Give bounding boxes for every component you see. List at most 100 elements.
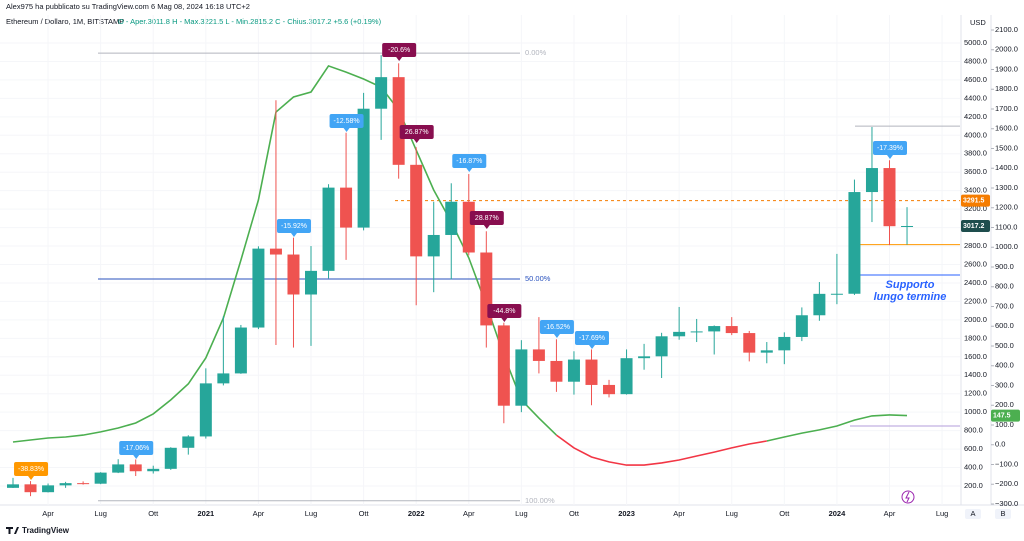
brand: TradingView [22,526,70,535]
last-price-label: 3017.2 [963,223,985,230]
x-tick-label: Apr [253,509,265,518]
y2-tick-label: 900.0 [995,262,1014,271]
y-tick-label: 1000.0 [964,407,987,416]
annotation-text: -38.83% [18,466,44,473]
candle-body [708,326,721,332]
y2-tick-label: 500.0 [995,341,1014,350]
annotation-text: -16.87% [456,158,482,165]
y-tick-label: 400.0 [964,463,983,472]
candle-body [830,293,843,295]
candle-body [655,336,668,357]
y-tick-label: 800.0 [964,426,983,435]
axis-button[interactable] [965,509,981,519]
annotation-bubble [452,154,487,168]
candle-body [865,168,878,193]
y2-tick-label: 2100.0 [995,25,1018,34]
candle-body [620,358,633,395]
annotation-pointer [483,225,490,229]
currency: USD [970,18,986,27]
candle-body [199,383,212,437]
y-tick-label: 600.0 [964,444,983,453]
candle-body [217,373,230,384]
x-tick-label: 2023 [618,509,635,518]
support-note: Supporto [886,279,935,291]
y2-tick-label: 100.0 [995,420,1014,429]
indicator-line [555,434,767,466]
y2-tick-label: 2000.0 [995,45,1018,54]
y2-tick-label: 1700.0 [995,104,1018,113]
fib-label: 50.00% [525,274,551,283]
candle-body [392,77,405,165]
y2-tick-label: 1200.0 [995,203,1018,212]
annotation-bubble [539,320,574,334]
annotation-pointer [396,57,403,61]
annotation-bubble [14,462,49,476]
candle-body [567,359,580,382]
x-tick-label: Lug [936,509,949,518]
annotation-text: -17.39% [877,145,903,152]
candle-body [673,331,686,337]
candle-body [234,327,247,374]
annotation-bubble [873,141,907,155]
candle-body [129,464,142,472]
annotation-bubble [399,125,434,139]
candle-body [497,325,510,406]
fib-label: 100.00% [525,496,555,505]
annotation-text: -44.8% [493,308,515,315]
candle-body [287,254,300,295]
y2-tick-label: 0.0 [995,440,1005,449]
y-tick-label: 1800.0 [964,333,987,342]
candle-body [848,192,861,294]
candle-body [42,485,55,493]
candle-body [883,168,896,227]
candle-body [690,331,703,333]
axis-a[interactable]: A [970,509,975,518]
annotation-pointer [466,168,473,172]
y-tick-label: 3800.0 [964,149,987,158]
y-tick-label: 4000.0 [964,130,987,139]
candle-body [550,360,563,382]
candle-body [427,234,440,257]
candle-body [252,248,265,328]
candle-body [112,464,125,473]
annotation-pointer [413,139,420,143]
candle-body [901,225,914,227]
x-tick-label: Ott [359,509,370,518]
y2-tick-label: 300.0 [995,380,1014,389]
y2-tick-label: 800.0 [995,282,1014,291]
annotation-pointer [588,345,595,349]
axis-button[interactable] [995,509,1011,519]
y2-tick-label: 400.0 [995,361,1014,370]
candle-body [638,356,651,359]
y2-tick-label: −300.0 [995,499,1018,508]
annotation-text: 26.87% [405,129,429,136]
y-tick-label: 3600.0 [964,167,987,176]
annotation-text: 28.87% [475,215,499,222]
candle-body [94,472,107,484]
candle-body [778,336,791,351]
candle-body [410,164,423,257]
y2-tick-label: 1600.0 [995,124,1018,133]
y2-tick-label: 1900.0 [995,64,1018,73]
candle-body [77,483,90,485]
y2-tick-label: 600.0 [995,321,1014,330]
candle-body [603,384,616,395]
annotation-bubble [574,331,609,345]
y-tick-label: 3400.0 [964,186,987,195]
x-tick-label: Apr [884,509,896,518]
x-tick-label: 2022 [408,509,425,518]
annotation-pointer [501,318,508,322]
y2-tick-label: −200.0 [995,479,1018,488]
y2-tick-label: 1400.0 [995,163,1018,172]
indicator-label-box [991,409,1020,422]
candle-body [795,315,808,337]
annotation-pointer [553,334,560,338]
annotation-pointer [343,128,350,132]
y2-tick-label: 700.0 [995,301,1014,310]
annotation-pointer [28,476,35,480]
event-icon[interactable] [901,490,915,504]
y-tick-label: 4600.0 [964,75,987,84]
axis-b[interactable]: B [1000,509,1005,518]
